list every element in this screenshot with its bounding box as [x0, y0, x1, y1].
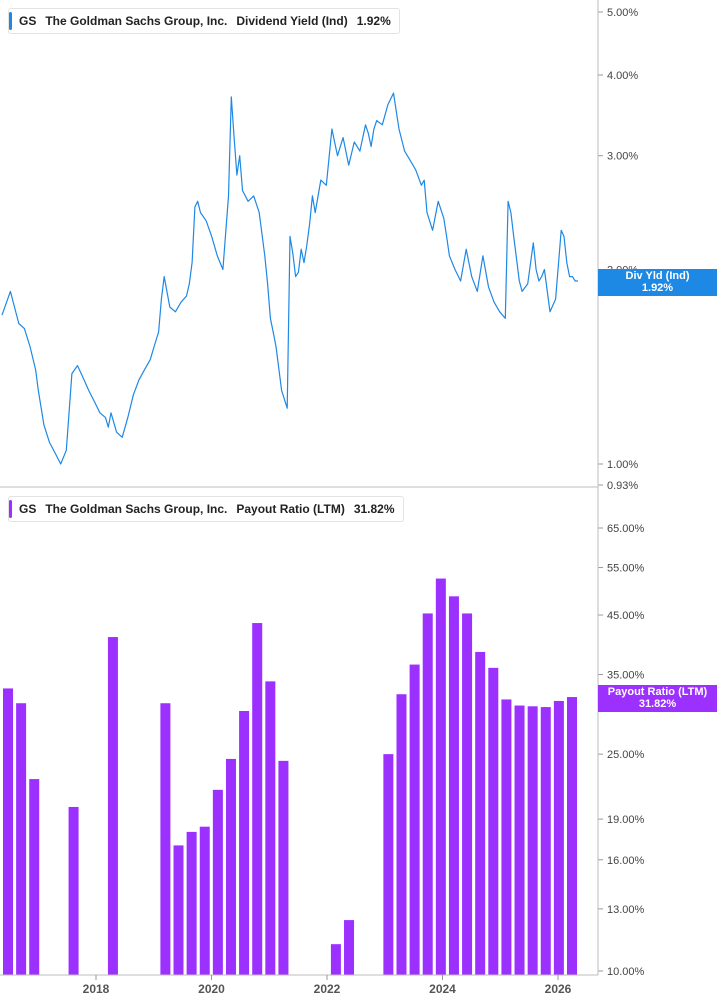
payout-ratio-legend[interactable]: GS The Goldman Sachs Group, Inc. Payout … [8, 496, 404, 522]
dividend-yield-line [1, 92, 578, 465]
payout-bar [567, 697, 577, 975]
payout-bar [186, 831, 197, 975]
payout-bar [448, 596, 459, 975]
payout-bar [68, 806, 79, 975]
legend-ticker: GS [19, 502, 37, 516]
payout-bar [514, 705, 525, 975]
y-tick-label: 65.00% [607, 523, 645, 535]
y-tick-label: 16.00% [607, 855, 645, 867]
div-yield-price-tag: Div Yld (Ind) 1.92% [598, 269, 717, 296]
top-panel: 5.00%4.00%3.00%2.00%1.00%0.93% [1, 7, 638, 492]
series-color-swatch [9, 500, 12, 518]
legend-value: 31.82% [353, 502, 395, 516]
payout-bar [330, 944, 341, 975]
payout-bar [173, 845, 184, 975]
x-tick-label: 2026 [545, 982, 572, 996]
y-tick-label: 25.00% [607, 749, 645, 761]
y-tick-label: 45.00% [607, 610, 645, 622]
payout-bar [409, 664, 420, 975]
tag-label: Payout Ratio (LTM) [607, 686, 708, 698]
legend-company: The Goldman Sachs Group, Inc. [45, 502, 228, 516]
axes: 2018 2020 2022 2024 2026 [0, 0, 599, 996]
y-tick-label: 0.93% [607, 480, 638, 492]
payout-bar [501, 699, 512, 975]
payout-ratio-price-tag: Payout Ratio (LTM) 31.82% [598, 685, 717, 712]
series-color-swatch [9, 12, 12, 30]
payout-bar [160, 703, 171, 975]
x-tick-label: 2024 [429, 982, 456, 996]
payout-bar [278, 760, 289, 975]
legend-company: The Goldman Sachs Group, Inc. [45, 14, 228, 28]
payout-bar [107, 637, 118, 975]
payout-bar [29, 779, 40, 975]
payout-bar [422, 613, 433, 975]
dividend-yield-legend[interactable]: GS The Goldman Sachs Group, Inc. Dividen… [8, 8, 400, 34]
tag-value: 31.82% [638, 698, 677, 710]
y-tick-label: 10.00% [607, 966, 645, 978]
y-tick-label: 13.00% [607, 904, 645, 916]
y-tick-label: 5.00% [607, 7, 638, 19]
y-tick-label: 4.00% [607, 70, 638, 82]
payout-bar [252, 623, 263, 975]
payout-bar [265, 681, 276, 975]
tag-value: 1.92% [641, 282, 674, 294]
x-tick-label: 2018 [83, 982, 110, 996]
legend-metric: Dividend Yield (Ind) [236, 14, 348, 28]
payout-bar [435, 578, 446, 975]
payout-bar [212, 789, 223, 975]
y-tick-label: 55.00% [607, 563, 645, 575]
x-tick-label: 2020 [198, 982, 225, 996]
payout-bar [383, 754, 394, 975]
y-tick-label: 19.00% [607, 814, 645, 826]
payout-bar [527, 706, 538, 975]
y-tick-label: 3.00% [607, 151, 638, 163]
legend-value: 1.92% [356, 14, 391, 28]
payout-bar [239, 710, 250, 975]
payout-bar [16, 703, 27, 975]
payout-bar [225, 758, 236, 975]
legend-metric: Payout Ratio (LTM) [236, 502, 345, 516]
y-tick-label: 1.00% [607, 459, 638, 471]
payout-bar [462, 613, 473, 975]
payout-bar [396, 694, 407, 975]
payout-bar [199, 826, 210, 975]
legend-ticker: GS [19, 14, 37, 28]
payout-bar [488, 667, 499, 975]
payout-bar [3, 688, 13, 975]
bottom-panel: 65.00% 55.00% 45.00% 35.00% 25.00% 19.00% 16.0… [3, 523, 645, 978]
tag-label: Div Yld (Ind) [625, 270, 690, 282]
x-tick-label: 2022 [314, 982, 341, 996]
payout-bar [553, 700, 564, 975]
y-tick-label: 35.00% [607, 670, 645, 682]
payout-bar [344, 920, 355, 975]
payout-bar [475, 651, 486, 975]
payout-bar [540, 707, 551, 975]
